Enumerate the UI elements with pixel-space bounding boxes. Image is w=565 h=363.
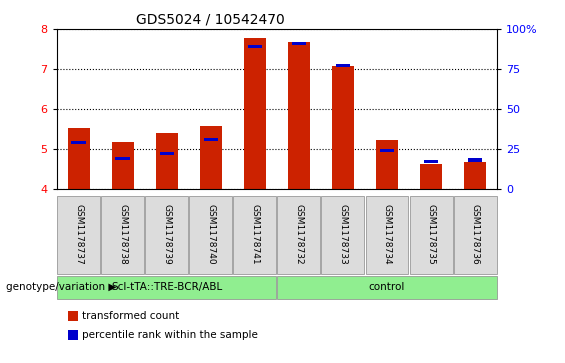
Bar: [292, 42, 306, 45]
Text: GSM1178732: GSM1178732: [294, 204, 303, 265]
Text: GDS5024 / 10542470: GDS5024 / 10542470: [136, 12, 285, 26]
Bar: [115, 157, 130, 160]
Bar: [155, 133, 177, 189]
Bar: [376, 140, 398, 189]
Bar: [112, 142, 133, 189]
Bar: [420, 164, 442, 189]
Text: GSM1178739: GSM1178739: [162, 204, 171, 265]
Text: ScI-tTA::TRE-BCR/ABL: ScI-tTA::TRE-BCR/ABL: [111, 282, 222, 293]
Text: percentile rank within the sample: percentile rank within the sample: [82, 330, 258, 340]
Bar: [247, 45, 262, 48]
Bar: [159, 152, 174, 155]
Bar: [203, 138, 218, 141]
Text: genotype/variation ▶: genotype/variation ▶: [6, 282, 116, 293]
Bar: [332, 66, 354, 189]
Text: GSM1178738: GSM1178738: [118, 204, 127, 265]
Bar: [200, 126, 221, 189]
Bar: [464, 162, 486, 189]
Bar: [468, 158, 483, 162]
Text: transformed count: transformed count: [82, 311, 179, 321]
Bar: [380, 149, 394, 152]
Text: GSM1178741: GSM1178741: [250, 204, 259, 265]
Text: GSM1178740: GSM1178740: [206, 204, 215, 265]
Bar: [336, 64, 350, 68]
Text: GSM1178734: GSM1178734: [383, 204, 392, 265]
Bar: [424, 160, 438, 163]
Text: GSM1178737: GSM1178737: [74, 204, 83, 265]
Bar: [288, 42, 310, 189]
Text: GSM1178736: GSM1178736: [471, 204, 480, 265]
Bar: [71, 141, 86, 144]
Text: GSM1178735: GSM1178735: [427, 204, 436, 265]
Text: control: control: [369, 282, 405, 293]
Bar: [244, 38, 266, 189]
Bar: [68, 128, 89, 189]
Text: GSM1178733: GSM1178733: [338, 204, 347, 265]
